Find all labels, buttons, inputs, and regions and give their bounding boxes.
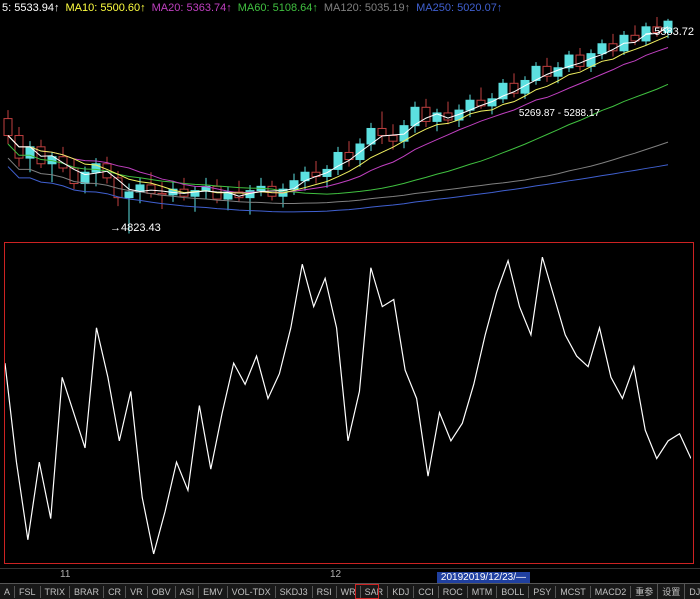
indicator-tab-BOLL[interactable]: BOLL <box>497 586 529 598</box>
indicator-tab-DJ3[interactable]: DJ3 <box>685 586 700 598</box>
indicator-tab-PSY[interactable]: PSY <box>529 586 556 598</box>
indicator-tab-EMV[interactable]: EMV <box>199 586 228 598</box>
indicator-tab-MCST[interactable]: MCST <box>556 586 591 598</box>
indicator-tab-MTM[interactable]: MTM <box>468 586 498 598</box>
indicator-tab-CR[interactable]: CR <box>104 586 126 598</box>
price-label-mid: 5269.87 - 5288.17 <box>519 108 600 119</box>
timeline-tick: 11 <box>60 569 70 580</box>
timeline-axis: 11 12 <box>0 568 700 583</box>
ma-legend: 5: 5533.94↑ MA10: 5500.60↑ MA20: 5363.74↑ M… <box>2 2 508 14</box>
ma-legend-item: MA20: 5363.74↑ <box>152 2 232 14</box>
indicator-tab-WR[interactable]: WR <box>337 586 361 598</box>
timeline-tick: 12 <box>330 569 341 580</box>
stock-chart-container: 5: 5533.94↑ MA10: 5500.60↑ MA20: 5363.74↑ M… <box>0 0 700 599</box>
indicator-tab-A[interactable]: A <box>0 586 15 598</box>
ma-legend-item: 5: 5533.94↑ <box>2 2 60 14</box>
indicator-tab-CCI[interactable]: CCI <box>414 586 439 598</box>
indicator-tab-SAR[interactable]: SAR <box>361 586 389 598</box>
price-label-low: 4823.43 <box>110 222 161 234</box>
indicator-tab-OBV[interactable]: OBV <box>148 586 176 598</box>
cci-indicator-panel[interactable] <box>4 242 694 564</box>
price-label-high: 5583.72 <box>643 26 694 38</box>
indicator-tab-设置[interactable]: 设置 <box>658 584 685 599</box>
ma-legend-item: MA250: 5020.07↑ <box>416 2 502 14</box>
indicator-tab-BRAR[interactable]: BRAR <box>70 586 104 598</box>
indicator-tab-RSI[interactable]: RSI <box>313 586 337 598</box>
candlestick-chart[interactable] <box>0 0 700 240</box>
ma-legend-item: MA10: 5500.60↑ <box>66 2 146 14</box>
date-badge: 20192019/12/23/— <box>437 572 530 583</box>
indicator-tab-SKDJ3[interactable]: SKDJ3 <box>276 586 313 598</box>
indicator-tab-重参[interactable]: 重参 <box>631 584 658 599</box>
indicator-tab-TRIX[interactable]: TRIX <box>41 586 71 598</box>
indicator-tab-VR[interactable]: VR <box>126 586 148 598</box>
indicator-tabs: AFSLTRIXBRARCRVROBVASIEMVVOL-TDXSKDJ3RSI… <box>0 583 700 599</box>
indicator-tab-FSL[interactable]: FSL <box>15 586 41 598</box>
indicator-tab-KDJ[interactable]: KDJ <box>388 586 414 598</box>
indicator-tab-ROC[interactable]: ROC <box>439 586 468 598</box>
ma-legend-item: MA120: 5035.19↑ <box>324 2 410 14</box>
ma-legend-item: MA60: 5108.64↑ <box>238 2 318 14</box>
indicator-tab-ASI[interactable]: ASI <box>176 586 200 598</box>
indicator-tab-VOL-TDX[interactable]: VOL-TDX <box>228 586 276 598</box>
indicator-tab-MACD2[interactable]: MACD2 <box>591 586 632 598</box>
